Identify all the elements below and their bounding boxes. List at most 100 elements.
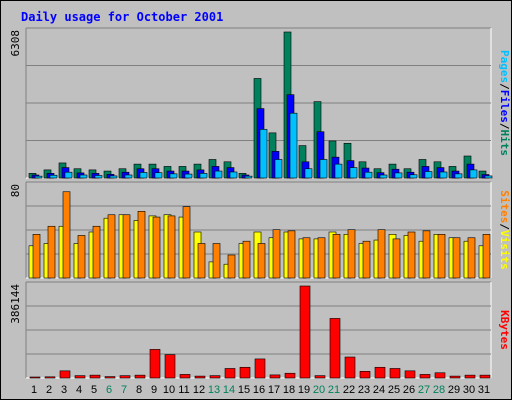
legend-entry: Files: [498, 90, 511, 123]
bar-kbytes-day-19: [299, 285, 311, 379]
x-tick-label-18: 18: [283, 384, 295, 396]
bar-pages-day-6: [109, 175, 118, 179]
bar-kbytes-day-2: [44, 376, 56, 379]
bar-pages-day-31: [484, 175, 493, 179]
bar-kbytes-day-29: [449, 375, 461, 379]
bar-sites-day-5: [92, 225, 101, 279]
bar-kbytes-day-31: [479, 374, 491, 379]
legend-panel-2: Sites/Visits: [498, 190, 511, 270]
bar-pages-day-30: [469, 169, 478, 179]
bar-sites-day-6: [107, 214, 116, 279]
bar-pages-day-28: [439, 171, 448, 179]
x-tick-label-29: 29: [448, 384, 460, 396]
bar-sites-day-20: [317, 237, 326, 279]
bar-pages-day-15: [244, 175, 253, 179]
x-tick-label-27: 27: [418, 384, 430, 396]
x-tick-label-6: 6: [106, 384, 112, 396]
x-tick-label-7: 7: [121, 384, 127, 396]
bar-sites-day-17: [272, 229, 281, 279]
bar-sites-day-2: [47, 225, 56, 279]
bar-kbytes-day-25: [389, 368, 401, 379]
bar-sites-day-12: [197, 243, 206, 279]
bar-pages-day-11: [184, 173, 193, 179]
bar-sites-day-16: [257, 243, 266, 279]
x-tick-label-15: 15: [238, 384, 250, 396]
bar-kbytes-day-17: [269, 374, 281, 379]
x-tick-label-20: 20: [313, 384, 325, 396]
bar-sites-day-31: [482, 234, 491, 279]
bar-kbytes-day-3: [59, 370, 71, 379]
x-tick-label-12: 12: [193, 384, 205, 396]
bar-sites-day-13: [212, 243, 221, 279]
bar-kbytes-day-12: [194, 375, 206, 379]
x-tick-label-26: 26: [403, 384, 415, 396]
bar-sites-day-19: [302, 237, 311, 279]
y-max-label: 6308: [9, 30, 22, 57]
bar-sites-day-7: [122, 214, 131, 279]
bar-kbytes-day-21: [329, 318, 341, 379]
bar-kbytes-day-30: [464, 374, 476, 379]
bar-sites-day-4: [77, 235, 86, 279]
bar-sites-day-8: [137, 211, 146, 279]
bar-pages-day-7: [124, 174, 133, 179]
bar-kbytes-day-18: [284, 372, 296, 379]
bar-pages-day-16: [259, 129, 268, 179]
bar-pages-day-20: [319, 159, 328, 179]
x-tick-label-21: 21: [328, 384, 340, 396]
bar-pages-day-12: [199, 173, 208, 179]
bar-kbytes-day-10: [164, 354, 176, 379]
bar-pages-day-24: [379, 174, 388, 179]
x-tick-label-17: 17: [268, 384, 280, 396]
bar-pages-day-18: [289, 112, 298, 179]
bar-pages-day-26: [409, 174, 418, 179]
bar-pages-day-10: [169, 173, 178, 179]
bar-pages-day-13: [214, 170, 223, 179]
bar-kbytes-day-1: [29, 376, 41, 379]
bar-pages-day-2: [49, 174, 58, 179]
legend-entry: Visits: [498, 230, 511, 270]
bar-kbytes-day-27: [419, 374, 431, 379]
x-tick-label-19: 19: [298, 384, 310, 396]
legend-entry: Hits: [498, 130, 511, 157]
bar-kbytes-day-6: [104, 376, 116, 379]
x-tick-label-24: 24: [373, 384, 385, 396]
bar-pages-day-4: [79, 174, 88, 179]
legend-entry: KBytes: [498, 310, 511, 350]
bar-sites-day-30: [467, 237, 476, 279]
x-tick-label-23: 23: [358, 384, 370, 396]
x-tick-label-14: 14: [223, 384, 235, 396]
bar-kbytes-day-9: [149, 349, 161, 379]
bar-pages-day-3: [64, 171, 73, 179]
x-tick-label-9: 9: [151, 384, 157, 396]
x-tick-label-25: 25: [388, 384, 400, 396]
x-tick-label-13: 13: [208, 384, 220, 396]
bar-pages-day-25: [394, 172, 403, 179]
bar-sites-day-28: [437, 234, 446, 279]
bar-pages-day-8: [139, 172, 148, 179]
bar-kbytes-day-7: [119, 375, 131, 379]
x-tick-label-5: 5: [91, 384, 97, 396]
bar-sites-day-22: [347, 229, 356, 279]
x-tick-label-1: 1: [31, 384, 37, 396]
legend-entry: /: [498, 123, 511, 130]
bar-pages-day-17: [274, 159, 283, 179]
bar-kbytes-day-26: [404, 370, 416, 379]
bar-kbytes-day-23: [359, 371, 371, 379]
bar-sites-day-15: [242, 240, 251, 279]
bar-pages-day-27: [424, 171, 433, 179]
bar-sites-day-29: [452, 237, 461, 279]
bar-pages-day-9: [154, 172, 163, 179]
bar-pages-day-1: [34, 175, 43, 179]
bar-pages-day-22: [349, 167, 358, 179]
bar-sites-day-3: [62, 191, 71, 279]
x-tick-label-10: 10: [163, 384, 175, 396]
chart-title: Daily usage for October 2001: [21, 10, 223, 24]
bar-sites-day-27: [422, 230, 431, 279]
bar-pages-day-29: [454, 173, 463, 179]
x-tick-label-28: 28: [433, 384, 445, 396]
legend-entry: Pages: [498, 50, 511, 83]
bar-sites-day-10: [167, 215, 176, 279]
bar-sites-day-14: [227, 254, 236, 279]
